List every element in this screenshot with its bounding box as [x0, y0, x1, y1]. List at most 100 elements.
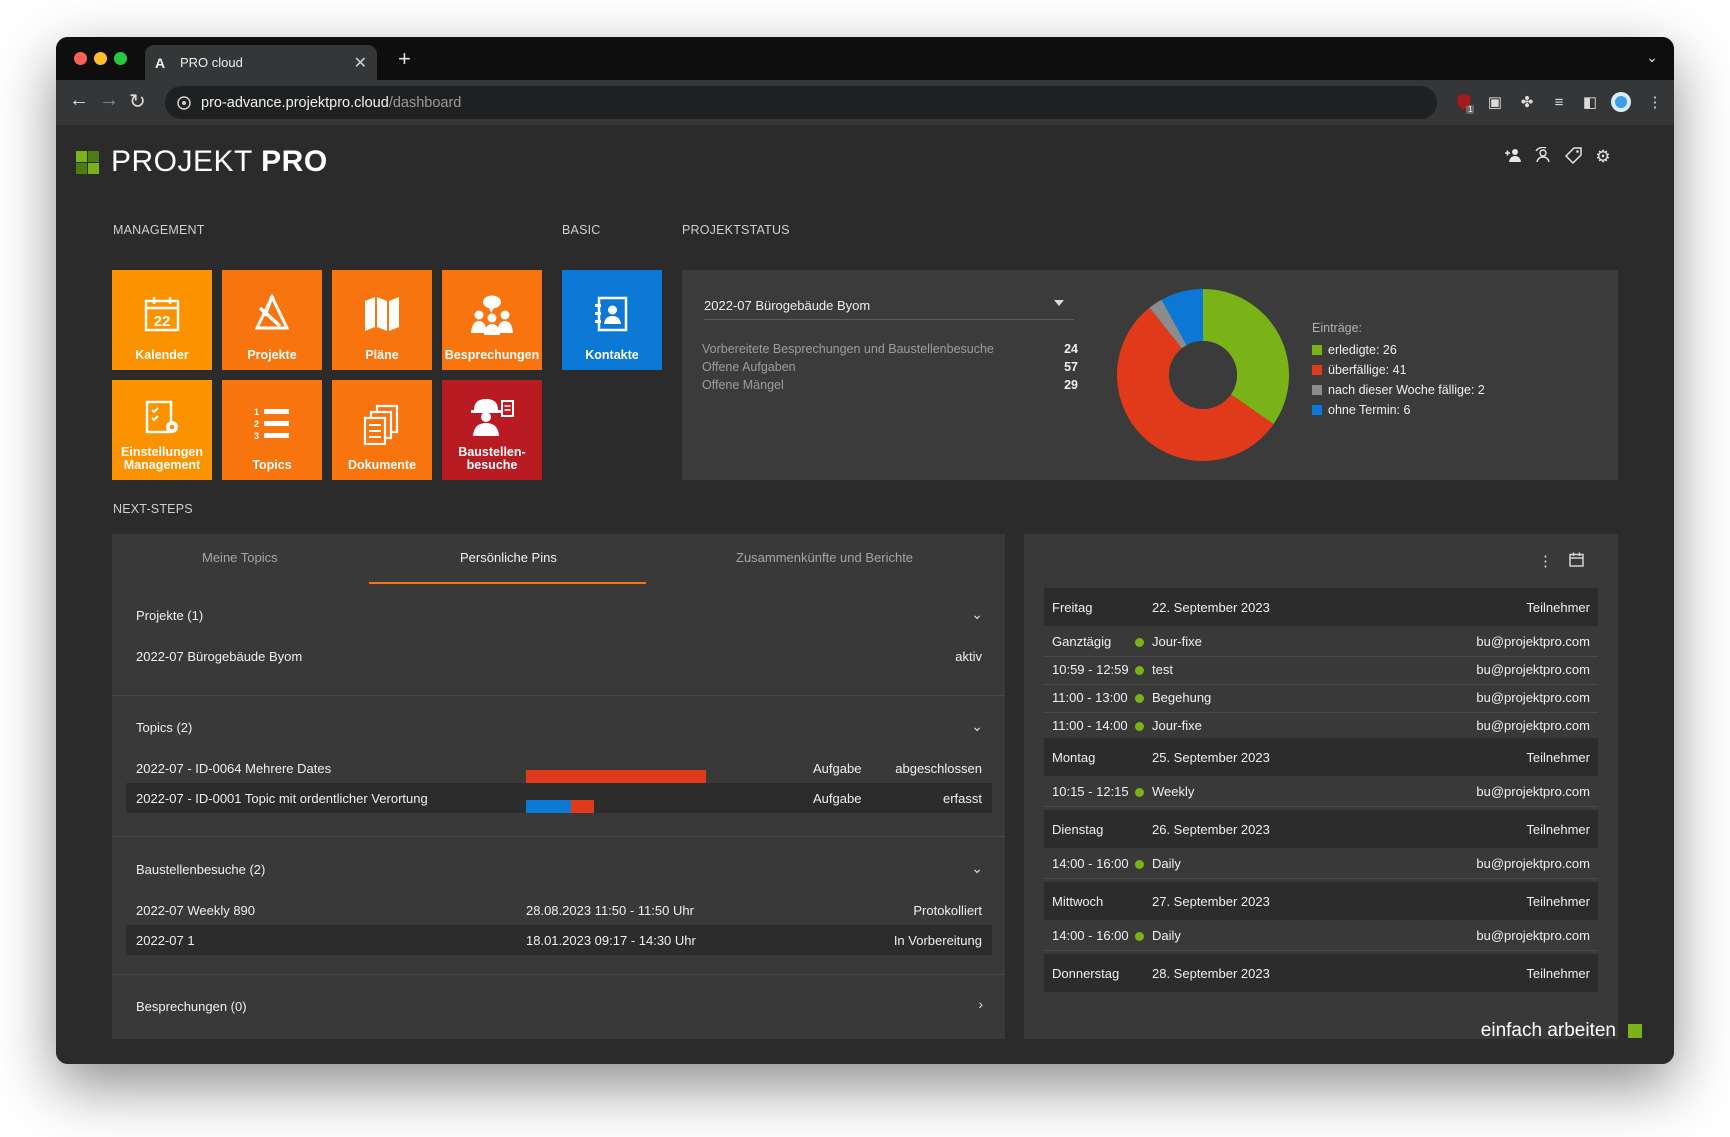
tile-dokumente[interactable]: Dokumente [332, 380, 432, 480]
event-status-dot [1135, 722, 1144, 731]
chevron-down-icon[interactable]: ⌄ [971, 606, 983, 622]
browser-menu-icon[interactable]: ⋮ [1647, 94, 1663, 111]
site-info-icon[interactable] [177, 95, 191, 110]
tab-zusammenkuenfte-berichte[interactable]: Zusammenkünfte und Berichte [736, 550, 914, 565]
divider [112, 836, 1005, 837]
site-visit-row[interactable]: 2022-07 Weekly 890 28.08.2023 11:50 - 11… [126, 895, 992, 925]
tile-projekte[interactable]: Projekte [222, 270, 322, 370]
site-visit-status: In Vorbereitung [893, 933, 982, 948]
svg-text:3: 3 [254, 431, 259, 441]
calendar-day-number: 22 [154, 313, 171, 330]
url-bar[interactable]: pro-advance.projektpro.cloud/dashboard [165, 86, 1437, 119]
extensions-puzzle-icon[interactable]: ✤ [1520, 94, 1534, 111]
tile-label: Besprechungen [444, 348, 540, 362]
tab-persoenliche-pins[interactable]: Persönliche Pins [460, 550, 557, 565]
participants-label: Teilnehmer [1526, 822, 1590, 837]
topic-type: Aufgabe [813, 791, 862, 806]
group-title-baustellenbesuche[interactable]: Baustellenbesuche (2) [136, 862, 266, 877]
project-name: 2022-07 Bürogebäude Byom [136, 649, 303, 664]
event-time: 11:00 - 14:00 [1052, 718, 1128, 733]
tile-label: Kalender [135, 348, 189, 362]
section-label-management: MANAGEMENT [113, 223, 205, 237]
tile-label: Topics [252, 458, 292, 472]
tile-baustellenbesuche[interactable]: Baustellen- besuche [442, 380, 542, 480]
calendar-event[interactable]: 10:59 - 12:59 test bu@projektpro.com [1044, 654, 1598, 685]
calendar-event[interactable]: 11:00 - 14:00 Jour-fixe bu@projektpro.co… [1044, 710, 1598, 741]
calendar-picker-icon[interactable] [1569, 552, 1584, 571]
calendar-event[interactable]: 14:00 - 16:00 Daily bu@projektpro.com [1044, 848, 1598, 879]
event-status-dot [1135, 638, 1144, 647]
site-visit-row[interactable]: 2022-07 1 18.01.2023 09:17 - 14:30 Uhr I… [126, 925, 992, 955]
group-title-projekte[interactable]: Projekte (1) [136, 608, 204, 623]
calendar-event[interactable]: Ganztägig Jour-fixe bu@projektpro.com [1044, 626, 1598, 657]
event-time: 14:00 - 16:00 [1052, 928, 1129, 943]
side-panel-icon[interactable]: ◧ [1582, 94, 1598, 111]
tile-label: Kontakte [585, 348, 639, 362]
legend-label: überfällige: 41 [1328, 363, 1407, 377]
calendar-event[interactable]: 14:00 - 16:00 Daily bu@projektpro.com [1044, 920, 1598, 951]
reading-list-icon[interactable]: ≡ [1554, 93, 1564, 111]
donut-slice-3[interactable] [1161, 289, 1203, 346]
forward-arrow-icon[interactable]: → [99, 89, 119, 111]
chevron-right-icon[interactable]: › [978, 996, 983, 1012]
calendar-event[interactable]: 10:15 - 12:15 Weekly bu@projektpro.com [1044, 776, 1598, 807]
picture-in-picture-icon[interactable]: ▣ [1487, 94, 1503, 111]
chevron-down-icon[interactable]: ⌄ [971, 860, 983, 876]
group-title-topics[interactable]: Topics (2) [136, 720, 193, 735]
browser-tab[interactable]: A PRO cloud ✕ [145, 45, 377, 80]
event-title: Jour-fixe [1152, 718, 1202, 733]
tile-kalender[interactable]: 22 Kalender [112, 270, 212, 370]
event-time: Ganztägig [1052, 634, 1112, 649]
back-arrow-icon[interactable]: ← [69, 89, 89, 111]
tile-label: Pläne [365, 348, 399, 362]
topic-row[interactable]: 2022-07 - ID-0064 Mehrere Dates Aufgabe … [126, 753, 992, 783]
svg-text:1: 1 [254, 407, 259, 417]
calendar-day-header: Montag 25. September 2023 Teilnehmer [1044, 738, 1598, 776]
legend-title: Einträge: [1312, 321, 1363, 335]
topic-row[interactable]: 2022-07 - ID-0001 Topic mit ordentlicher… [126, 783, 992, 813]
close-tab-icon[interactable]: ✕ [353, 54, 367, 72]
calendar-day-header: Mittwoch 27. September 2023 Teilnehmer [1044, 882, 1598, 920]
logo-text-light: PROJEKT [111, 145, 253, 178]
site-visit-name: 2022-07 Weekly 890 [136, 903, 256, 918]
topic-progress-bar [526, 792, 706, 813]
event-participant: bu@projektpro.com [1476, 634, 1590, 649]
donut-slice-1[interactable] [1117, 307, 1274, 462]
calendar-event[interactable]: 11:00 - 13:00 Begehung bu@projektpro.com [1044, 682, 1598, 713]
divider [112, 695, 1005, 696]
switch-account-icon[interactable] [1534, 146, 1552, 169]
chevron-down-icon[interactable]: ⌄ [971, 718, 983, 734]
maximize-window-button[interactable] [114, 52, 127, 65]
project-select[interactable]: 2022-07 Bürogebäude Byom [704, 292, 1074, 320]
close-window-button[interactable] [74, 52, 87, 65]
tile-plaene[interactable]: Pläne [332, 270, 432, 370]
tile-topics[interactable]: 1 2 3 Topics [222, 380, 322, 480]
profile-avatar[interactable] [1611, 92, 1631, 112]
projektstatus-panel: 2022-07 Bürogebäude Byom Vorbereitete Be… [682, 270, 1618, 480]
weekday: Mittwoch [1052, 894, 1104, 909]
group-title-besprechungen[interactable]: Besprechungen (0) [136, 999, 247, 1014]
next-steps-tabs: Meine Topics Persönliche Pins Zusammenkü… [112, 534, 1005, 584]
minimize-window-button[interactable] [94, 52, 107, 65]
tile-besprechungen[interactable]: Besprechungen [442, 270, 542, 370]
tile-kontakte[interactable]: Kontakte [562, 270, 662, 370]
new-tab-icon[interactable]: + [398, 46, 411, 71]
logo-text-bold: PRO [261, 145, 328, 178]
tile-einstellungen-management[interactable]: Einstellungen Management [112, 380, 212, 480]
tab-search-chevron-icon[interactable]: ⌄ [1646, 49, 1658, 65]
tab-meine-topics[interactable]: Meine Topics [202, 550, 278, 565]
topic-progress-bar [526, 762, 706, 783]
event-title: Weekly [1152, 784, 1195, 799]
projektpro-logo[interactable]: PROJEKT PRO [76, 145, 328, 179]
numbered-list-icon: 1 2 3 [252, 380, 292, 459]
tag-icon[interactable] [1564, 147, 1582, 169]
settings-gear-icon[interactable]: ⚙ [1595, 147, 1611, 166]
reload-icon[interactable]: ↻ [129, 91, 146, 113]
add-user-icon[interactable] [1504, 147, 1522, 169]
donut-slice-2[interactable] [1149, 299, 1187, 349]
more-options-icon[interactable]: ⋮ [1538, 553, 1553, 570]
list-item[interactable]: 2022-07 Bürogebäude Byom aktiv [126, 641, 992, 671]
legend-label: ohne Termin: 6 [1328, 403, 1411, 417]
divider [112, 974, 1005, 975]
donut-slice-0[interactable] [1203, 289, 1289, 425]
